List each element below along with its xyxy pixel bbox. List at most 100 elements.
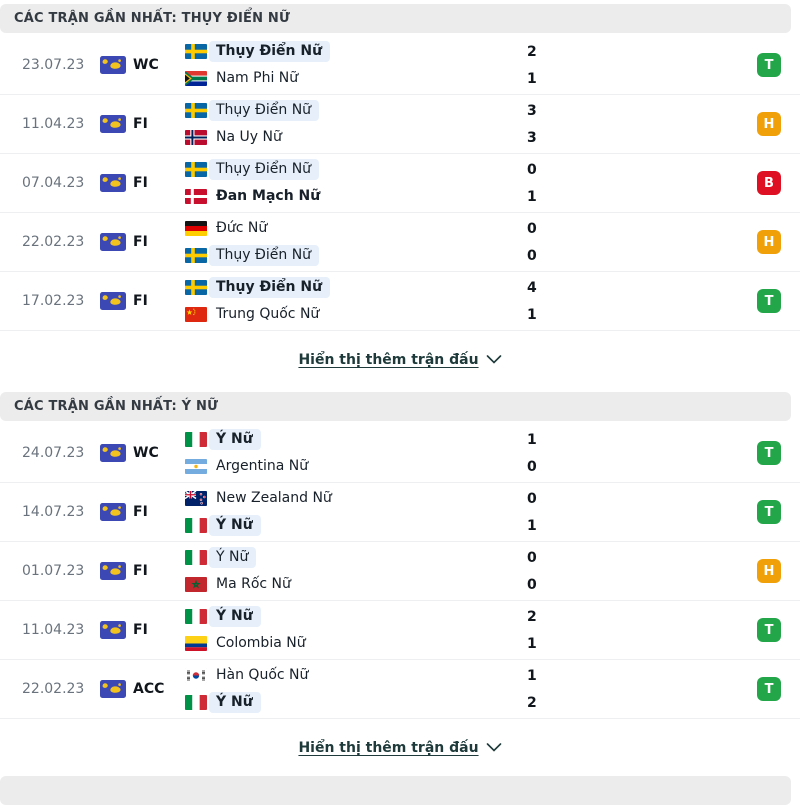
away-team: Na Uy Nữ	[185, 127, 527, 149]
chevron-down-icon	[486, 355, 502, 364]
home-score: 1	[527, 431, 537, 448]
show-more-matches-link[interactable]: Hiển thị thêm trận đấu	[298, 352, 501, 368]
chevron-down-icon	[486, 743, 502, 752]
home-score: 0	[527, 490, 537, 507]
sweden-flag-icon	[185, 44, 207, 59]
germany-flag-icon	[185, 221, 207, 236]
away-score: 2	[527, 694, 537, 711]
competition: WC	[100, 56, 185, 74]
home-score: 2	[527, 43, 537, 60]
world-map-icon	[100, 56, 126, 74]
result-badge: T	[757, 441, 781, 465]
match-row[interactable]: 11.04.23 FI Ý Nữ Colombia Nữ	[0, 601, 800, 660]
away-team: Đan Mạch Nữ	[185, 186, 527, 208]
home-team-name: Thụy Điển Nữ	[209, 100, 320, 121]
world-map-icon	[100, 292, 126, 310]
recent-matches-section: CÁC TRẬN GẦN NHẤT: THỤY ĐIỂN NỮ 23.07.23…	[0, 4, 800, 388]
away-team: Ý Nữ	[185, 692, 527, 714]
competition: FI	[100, 562, 185, 580]
teams: Ý Nữ Colombia Nữ	[185, 606, 527, 655]
world-map-icon	[100, 503, 126, 521]
world-map-icon	[100, 562, 126, 580]
competition: FI	[100, 503, 185, 521]
away-team: Trung Quốc Nữ	[185, 304, 527, 326]
south-africa-flag-icon	[185, 71, 207, 86]
match-row[interactable]: 11.04.23 FI Thụy Điển Nữ Na Uy Nữ	[0, 95, 800, 154]
new-zealand-flag-icon	[185, 491, 207, 506]
away-score: 3	[527, 129, 537, 146]
section-title: CÁC TRẬN GẦN NHẤT: Ý NỮ	[14, 399, 219, 414]
competition-code: FI	[133, 504, 148, 520]
away-team: Argentina Nữ	[185, 456, 527, 478]
home-team: Thụy Điển Nữ	[185, 159, 527, 181]
sweden-flag-icon	[185, 162, 207, 177]
teams: Ý Nữ Argentina Nữ	[185, 429, 527, 478]
home-team-name: Đức Nữ	[216, 220, 268, 236]
home-team: Đức Nữ	[185, 218, 527, 240]
match-date: 14.07.23	[22, 504, 85, 520]
home-team-name: Ý Nữ	[209, 429, 261, 450]
section-title: CÁC TRẬN GẦN NHẤT: THỤY ĐIỂN NỮ	[14, 11, 291, 26]
away-team-name: Thụy Điển Nữ	[209, 245, 320, 266]
scores: 4 1	[527, 277, 573, 326]
italy-flag-icon	[185, 518, 207, 533]
match-date: 22.02.23	[22, 681, 85, 697]
home-team: Ý Nữ	[185, 547, 527, 569]
result-badge: T	[757, 677, 781, 701]
home-score: 0	[527, 220, 537, 237]
match-date: 17.02.23	[22, 293, 85, 309]
match-row[interactable]: 22.02.23 FI Đức Nữ Thụy Điển Nữ	[0, 213, 800, 272]
competition: FI	[100, 621, 185, 639]
match-row[interactable]: 23.07.23 WC Thụy Điển Nữ Nam Phi Nữ	[0, 36, 800, 95]
competition: FI	[100, 174, 185, 192]
match-row[interactable]: 22.02.23 ACC Hàn Quốc Nữ Ý Nữ	[0, 660, 800, 719]
competition: FI	[100, 292, 185, 310]
argentina-flag-icon	[185, 459, 207, 474]
match-row[interactable]: 01.07.23 FI Ý Nữ Ma Rốc Nữ	[0, 542, 800, 601]
home-team-name: Ý Nữ	[209, 547, 257, 568]
norway-flag-icon	[185, 130, 207, 145]
match-date: 11.04.23	[22, 116, 85, 132]
away-team: Ma Rốc Nữ	[185, 574, 527, 596]
scores: 0 1	[527, 159, 573, 208]
match-date: 07.04.23	[22, 175, 85, 191]
competition: WC	[100, 444, 185, 462]
home-score: 2	[527, 608, 537, 625]
match-row[interactable]: 07.04.23 FI Thụy Điển Nữ Đan Mạch Nữ	[0, 154, 800, 213]
match-row[interactable]: 24.07.23 WC Ý Nữ Argentina Nữ	[0, 424, 800, 483]
scores: 1 2	[527, 665, 573, 714]
competition: FI	[100, 115, 185, 133]
home-score: 3	[527, 102, 537, 119]
teams: Thụy Điển Nữ Na Uy Nữ	[185, 100, 527, 149]
result-badge: T	[757, 289, 781, 313]
scores: 0 1	[527, 488, 573, 537]
scores: 1 0	[527, 429, 573, 478]
competition-code: WC	[133, 57, 159, 73]
world-map-icon	[100, 174, 126, 192]
away-score: 1	[527, 517, 537, 534]
scores: 0 0	[527, 547, 573, 596]
italy-flag-icon	[185, 550, 207, 565]
match-row[interactable]: 14.07.23 FI New Zealand Nữ Ý Nữ	[0, 483, 800, 542]
scores: 0 0	[527, 218, 573, 267]
away-team-name: Nam Phi Nữ	[216, 70, 299, 86]
result-badge: T	[757, 618, 781, 642]
south-korea-flag-icon	[185, 668, 207, 683]
home-team-name: Thụy Điển Nữ	[209, 41, 331, 62]
home-team-name: Hàn Quốc Nữ	[216, 667, 309, 683]
home-team-name: Thụy Điển Nữ	[209, 159, 320, 180]
show-more-matches-link[interactable]: Hiển thị thêm trận đấu	[298, 740, 501, 756]
show-more-label: Hiển thị thêm trận đấu	[298, 351, 479, 368]
away-team-name: Argentina Nữ	[216, 458, 309, 474]
home-team: Hàn Quốc Nữ	[185, 665, 527, 687]
teams: New Zealand Nữ Ý Nữ	[185, 488, 527, 537]
match-list: 24.07.23 WC Ý Nữ Argentina Nữ	[0, 424, 800, 719]
competition-code: WC	[133, 445, 159, 461]
teams: Hàn Quốc Nữ Ý Nữ	[185, 665, 527, 714]
home-score: 4	[527, 279, 537, 296]
scores: 2 1	[527, 41, 573, 90]
sweden-flag-icon	[185, 280, 207, 295]
match-date: 01.07.23	[22, 563, 85, 579]
result-badge: T	[757, 53, 781, 77]
match-row[interactable]: 17.02.23 FI Thụy Điển Nữ Trung Quốc Nữ	[0, 272, 800, 331]
